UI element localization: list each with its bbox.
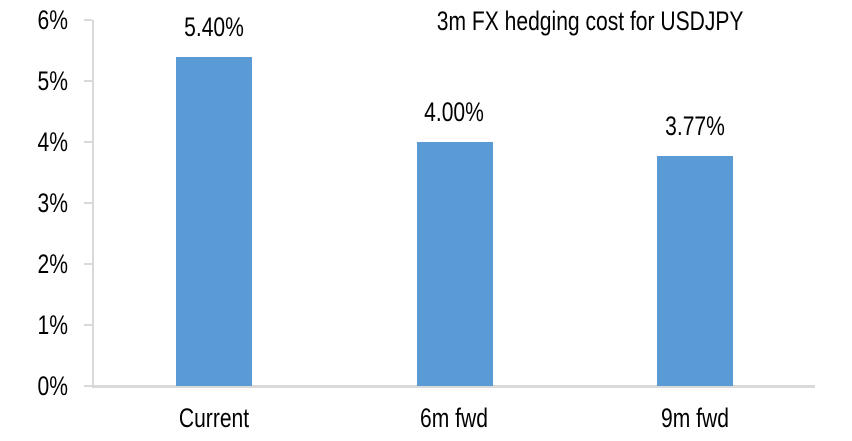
y-axis-tick	[84, 263, 92, 265]
y-axis-tick	[84, 385, 92, 387]
chart-title: 3m FX hedging cost for USDJPY	[436, 6, 744, 36]
bar-value-label: 3.77%	[665, 111, 725, 141]
y-axis-line	[92, 20, 94, 388]
y-axis-tick	[84, 324, 92, 326]
y-axis-tick-label: 6%	[37, 5, 68, 35]
y-axis-tick-label: 1%	[37, 310, 68, 340]
y-axis-tick	[84, 141, 92, 143]
bar	[176, 57, 252, 386]
y-axis-tick-label: 2%	[37, 249, 68, 279]
y-axis-tick	[84, 80, 92, 82]
bar	[417, 142, 493, 386]
bar-value-label: 4.00%	[424, 97, 484, 127]
bar	[657, 156, 733, 386]
bar-value-label: 5.40%	[184, 12, 244, 42]
y-axis-tick-label: 4%	[37, 127, 68, 157]
y-axis-tick-label: 5%	[37, 66, 68, 96]
x-category-label: 6m fwd	[420, 403, 488, 433]
y-axis-tick	[84, 202, 92, 204]
x-category-label: 9m fwd	[661, 403, 729, 433]
x-axis-line	[92, 385, 815, 388]
x-category-label: Current	[178, 403, 250, 433]
y-axis-tick	[84, 19, 92, 21]
y-axis-tick-label: 0%	[37, 371, 68, 401]
y-axis-tick-label: 3%	[37, 188, 68, 218]
